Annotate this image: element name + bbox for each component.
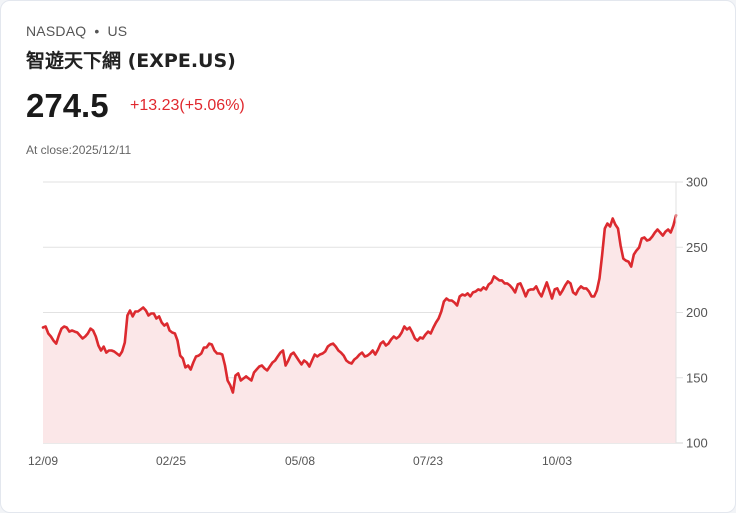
current-price: 274.5	[26, 87, 109, 124]
market-name: US	[107, 23, 128, 39]
x-tick-label: 02/25	[156, 454, 186, 468]
y-axis-labels: 300 250 200 150 100	[686, 175, 708, 451]
price-area-fill	[43, 215, 676, 443]
price-line	[41, 214, 678, 394]
x-tick-label: 07/23	[413, 454, 443, 468]
y-tick-label: 150	[686, 370, 708, 385]
exchange-line: NASDAQ • US	[26, 23, 127, 39]
x-tick-label: 10/03	[542, 454, 572, 468]
exchange-name: NASDAQ	[26, 23, 87, 39]
close-date: At close:2025/12/11	[26, 143, 132, 157]
x-axis-labels: 12/09 02/25 05/08 07/23 10/03	[28, 454, 572, 468]
x-tick-label: 05/08	[285, 454, 315, 468]
y-tick-label: 300	[686, 175, 708, 190]
x-tick-label: 12/09	[28, 454, 58, 468]
separator-dot: •	[94, 23, 100, 39]
stock-title: 智遊天下網 (EXPE.US)	[26, 50, 236, 72]
price-change: +13.23(+5.06%)	[130, 97, 245, 114]
y-tick-label: 250	[686, 240, 708, 255]
y-tick-label: 100	[686, 436, 708, 451]
y-tick-label: 200	[686, 305, 708, 320]
